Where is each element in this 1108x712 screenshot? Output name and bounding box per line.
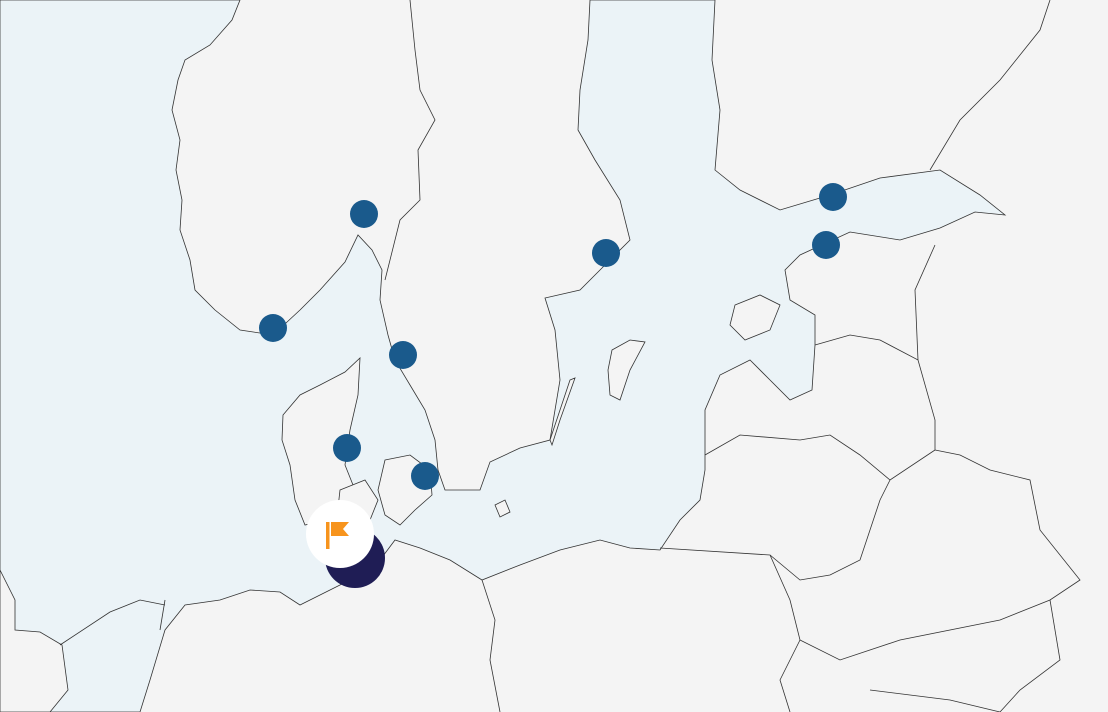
country-borders xyxy=(59,0,1081,712)
map-marker-location-dot-icon[interactable] xyxy=(812,231,840,259)
land-saaremaa xyxy=(729,294,781,341)
map-marker-location-dot-icon[interactable] xyxy=(333,434,361,462)
land-gotland xyxy=(607,339,646,401)
map-marker-location-dot-icon[interactable] xyxy=(592,239,620,267)
land-oland xyxy=(549,377,576,447)
map-marker-location-dot-icon[interactable] xyxy=(350,200,378,228)
map-marker-location-dot-icon[interactable] xyxy=(411,462,439,490)
land-jutland xyxy=(281,357,361,526)
selected-marker[interactable] xyxy=(306,500,385,588)
marker-layer xyxy=(259,183,847,490)
map-marker-location-dot-icon[interactable] xyxy=(389,341,417,369)
land-netherlands xyxy=(0,569,69,712)
flag-icon xyxy=(326,522,349,549)
map-marker-location-dot-icon[interactable] xyxy=(259,314,287,342)
land-bornholm xyxy=(494,499,511,518)
map-marker-location-dot-icon[interactable] xyxy=(819,183,847,211)
